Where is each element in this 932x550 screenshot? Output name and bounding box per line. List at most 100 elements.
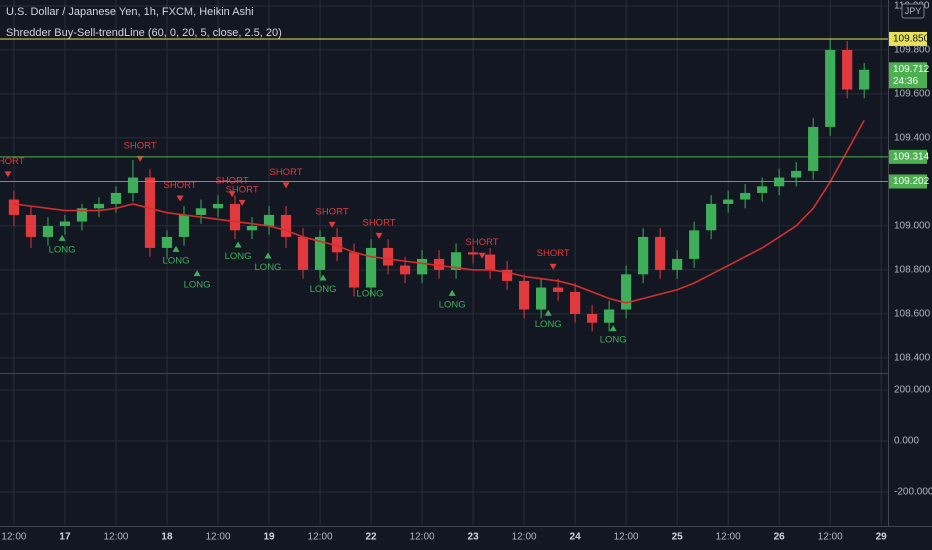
x-tick-label: 12:00: [614, 532, 639, 543]
candle-body: [791, 170, 802, 178]
candle-body: [144, 177, 156, 248]
candle-body: [467, 252, 479, 255]
level-label-box: [889, 174, 927, 189]
signal-arrow: [172, 245, 180, 252]
candle-body: [638, 236, 649, 275]
signal-arrow: [319, 274, 327, 281]
signal-label: LONG: [184, 280, 211, 291]
y-tick-label: 108.400: [894, 353, 931, 364]
candle-body: [706, 203, 717, 231]
signal-label: SHORT: [537, 248, 570, 259]
y2-tick-label: 200.000: [894, 385, 931, 396]
candle-body: [331, 236, 343, 253]
signal-arrow: [234, 241, 242, 248]
signal-arrow: [366, 278, 374, 285]
x-tick-label: 12:00: [308, 532, 333, 543]
candle-body: [553, 287, 564, 292]
signal-label: LONG: [600, 335, 627, 346]
x-tick-label: 12:00: [716, 532, 741, 543]
currency[interactable]: JPY: [905, 6, 922, 16]
signal-arrow: [228, 191, 236, 198]
signal-arrow: [609, 325, 617, 332]
candle-body: [127, 177, 139, 193]
chart-title: U.S. Dollar / Japanese Yen, 1h, FXCM, He…: [6, 6, 254, 18]
candle-body: [672, 258, 683, 270]
signal-label: LONG: [255, 262, 282, 273]
candle-body: [501, 269, 513, 281]
candle-body: [757, 186, 768, 193]
candle-body: [842, 49, 853, 90]
y-tick-label: 109.400: [894, 133, 931, 144]
indicator-title: Shredder Buy-Sell-trendLine (60, 0, 20, …: [6, 27, 282, 39]
signal-arrow: [478, 252, 486, 259]
x-tick-label: 29: [876, 532, 888, 543]
signal-arrow: [328, 221, 336, 228]
candle-body: [280, 214, 292, 237]
signal-arrow: [58, 234, 66, 241]
candle-body: [365, 247, 377, 288]
candle-body: [348, 252, 360, 288]
level-label: 109.850: [893, 34, 930, 45]
candle-body: [740, 192, 751, 200]
x-tick-label: 17: [59, 532, 71, 543]
countdown-label: 24:36: [893, 76, 918, 87]
y-tick-label: 108.800: [894, 265, 931, 276]
signal-label: SHORT: [226, 184, 259, 195]
candle-body: [229, 203, 241, 231]
signal-arrow: [544, 309, 552, 316]
signal-arrow: [264, 252, 272, 259]
signal-arrow: [549, 263, 557, 270]
candle-body: [433, 258, 445, 270]
signal-label: SHORT: [269, 167, 302, 178]
candle-body: [859, 69, 870, 90]
signal-label: LONG: [225, 251, 252, 262]
signal-arrow: [282, 182, 290, 189]
x-tick-label: 12:00: [103, 532, 128, 543]
candle-body: [59, 221, 71, 226]
x-tick-label: 26: [774, 532, 786, 543]
trend-line: [13, 119, 865, 304]
candle-body: [399, 265, 411, 275]
candle-body: [76, 208, 88, 222]
level-label: 109.314: [893, 151, 930, 162]
signal-label: LONG: [49, 244, 76, 255]
x-tick-label: 18: [161, 532, 173, 543]
candle-body: [263, 214, 275, 226]
y2-tick-label: 0.000: [894, 436, 919, 447]
x-tick-label: 25: [672, 532, 684, 543]
signal-label: LONG: [357, 288, 384, 299]
candle-body: [825, 49, 836, 127]
signal-arrow: [176, 195, 184, 202]
signal-arrow: [375, 232, 383, 239]
x-tick-label: 22: [365, 532, 377, 543]
signal-arrow: [448, 289, 456, 296]
y-tick-label: 109.600: [894, 89, 931, 100]
candle-body: [587, 313, 598, 323]
signal-label: SHORT: [362, 217, 395, 228]
signal-arrow: [136, 155, 144, 162]
x-tick-label: 12:00: [205, 532, 230, 543]
candle-body: [42, 225, 54, 237]
signal-arrow: [193, 270, 201, 277]
x-tick-label: 24: [570, 532, 582, 543]
plot: SHORT SHORT SHORT SHORT SHORT SHORT SHORT SHORT…: [0, 38, 888, 346]
signal-label: SHORT: [164, 180, 197, 191]
candle-body: [178, 214, 190, 237]
candle-body: [297, 236, 309, 270]
x-tick-label: 12:00: [410, 532, 435, 543]
last-price-box: [889, 62, 927, 89]
candle-body: [689, 230, 700, 259]
candle-body: [314, 236, 326, 270]
candle-body: [93, 203, 105, 209]
candle-body: [25, 214, 37, 237]
y-tick-label: 109.000: [894, 221, 931, 232]
level-label-box: [889, 149, 927, 164]
candle-body: [416, 258, 428, 275]
currency-box[interactable]: [901, 3, 925, 19]
candle-body: [110, 192, 122, 204]
level-label: 109.202: [893, 176, 930, 187]
candle-body: [604, 309, 615, 323]
signal-label: LONG: [535, 319, 562, 330]
